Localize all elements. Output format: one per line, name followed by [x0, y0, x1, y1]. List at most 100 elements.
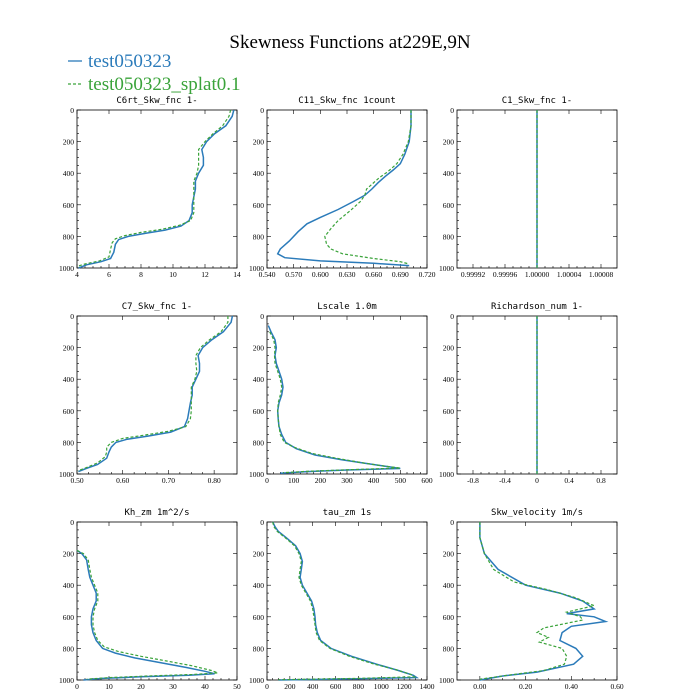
panel-title: Skw_velocity 1m/s	[491, 508, 583, 518]
series-line-test050323-splat0-1	[76, 109, 232, 267]
x-tick-label: 0.690	[392, 270, 409, 279]
x-tick-label: 0	[535, 476, 539, 485]
y-tick-label: 600	[253, 407, 265, 416]
y-tick-label: 1000	[439, 676, 454, 685]
figure-title: Skewness Functions at229E,9N	[229, 32, 470, 53]
y-tick-label: 800	[63, 438, 75, 447]
y-tick-label: 200	[253, 344, 265, 353]
x-tick-label: 10	[105, 682, 113, 691]
y-tick-label: 600	[253, 201, 265, 210]
y-tick-label: 400	[253, 169, 265, 178]
panel-title: Kh_zm 1m^2/s	[124, 508, 189, 518]
x-tick-label: 6	[107, 270, 111, 279]
y-tick-label: 400	[63, 581, 75, 590]
y-tick-label: 800	[253, 232, 265, 241]
series-line-test050323-splat0-1	[324, 110, 412, 265]
panel-grid: C6rt_Skw_fnc 1-4 6 8 10 12 140200400600800100…	[59, 96, 624, 691]
panel-title: C1_Skw_fnc 1-	[502, 96, 572, 106]
x-tick-label: 4	[75, 270, 79, 279]
y-tick-label: 800	[253, 644, 265, 653]
x-tick-label: 800	[353, 682, 365, 691]
y-tick-label: 1000	[249, 676, 264, 685]
x-tick-label: 0.600	[312, 270, 329, 279]
y-tick-label: 200	[63, 344, 75, 353]
series-line-test050323	[272, 521, 420, 681]
series-line-test050323	[276, 110, 412, 267]
y-tick-label: 1000	[59, 676, 74, 685]
x-tick-label: 0.70	[162, 476, 175, 485]
x-tick-label: -0.4	[499, 476, 511, 485]
panel-2: C11_Skw_fnc 1count 0.540 0.570 0.600 0.630 0.…	[249, 96, 436, 279]
x-tick-label: 20	[137, 682, 145, 691]
y-tick-label: 0	[70, 312, 74, 321]
plot-frame	[76, 521, 238, 681]
x-tick-label: 30	[169, 682, 177, 691]
series-line-test050323	[267, 325, 401, 474]
y-tick-label: 1000	[59, 470, 74, 479]
x-tick-label: 40	[201, 682, 209, 691]
y-tick-label: 400	[443, 581, 455, 590]
legend-label-2: test050323_splat0.1	[88, 74, 241, 95]
panel-title: tau_zm 1s	[323, 508, 372, 518]
series-line-test050323	[479, 522, 609, 681]
y-tick-label: 800	[63, 644, 75, 653]
panel-title: C11_Skw_fnc 1count	[298, 96, 396, 106]
y-tick-label: 800	[443, 232, 455, 241]
y-tick-label: 0	[260, 312, 264, 321]
x-tick-label: -0.8	[467, 476, 479, 485]
y-tick-label: 1000	[439, 264, 454, 273]
x-tick-label: 0.20	[519, 682, 532, 691]
plot-frame	[266, 521, 428, 681]
x-tick-label: 500	[395, 476, 407, 485]
x-tick-label: 1.00004	[557, 270, 582, 279]
y-tick-label: 400	[253, 581, 265, 590]
y-tick-label: 200	[63, 550, 75, 559]
y-tick-label: 200	[443, 138, 455, 147]
series-line-test050323-splat0-1	[479, 522, 597, 680]
y-tick-label: 800	[443, 438, 455, 447]
x-tick-label: 0.80	[208, 476, 221, 485]
x-tick-label: 0.60	[610, 682, 623, 691]
legend-label-1: test050323	[88, 51, 171, 72]
x-tick-label: 1200	[397, 682, 412, 691]
x-tick-label: 200	[315, 476, 327, 485]
plot-frame	[456, 521, 618, 681]
series-line-test050323-splat0-1	[76, 549, 219, 680]
y-tick-label: 200	[63, 138, 75, 147]
legend: test050323 test050323_splat0.1	[68, 51, 241, 95]
y-tick-label: 600	[443, 201, 455, 210]
y-tick-label: 0	[260, 518, 264, 527]
y-tick-label: 600	[63, 201, 75, 210]
y-tick-label: 1000	[249, 470, 264, 479]
y-tick-label: 1000	[249, 264, 264, 273]
series-line-test050323-splat0-1	[77, 316, 229, 472]
y-tick-label: 400	[63, 375, 75, 384]
y-tick-label: 0	[70, 518, 74, 527]
panel-title: Richardson_num 1-	[491, 302, 583, 312]
x-tick-label: 0.570	[285, 270, 302, 279]
y-tick-label: 600	[443, 613, 455, 622]
panel-9: Skw_velocity 1m/s 0.00 0.20 0.40 0.60 0 200 400…	[439, 508, 624, 691]
y-tick-label: 400	[253, 375, 265, 384]
y-tick-label: 0	[450, 106, 454, 115]
x-tick-label: 0.4	[564, 476, 574, 485]
series-line-test050323-splat0-1	[272, 521, 417, 681]
x-tick-label: 12	[201, 270, 209, 279]
plot-frame	[266, 109, 428, 269]
panel-title: C7_Skw_fnc 1-	[122, 302, 192, 312]
series-line-test050323-splat0-1	[269, 331, 401, 474]
x-tick-label: 0.50	[70, 476, 83, 485]
x-tick-label: 600	[421, 476, 433, 485]
y-tick-label: 800	[63, 232, 75, 241]
y-tick-label: 400	[443, 375, 455, 384]
series-line-test050323	[78, 315, 234, 473]
series-line-test050323	[76, 549, 215, 681]
x-tick-label: 0.630	[339, 270, 356, 279]
y-tick-label: 600	[63, 613, 75, 622]
x-tick-label: 0.8	[596, 476, 606, 485]
x-tick-label: 0	[265, 476, 269, 485]
y-tick-label: 600	[253, 613, 265, 622]
panel-8: tau_zm 1s 0 200 400 600 800 1000 1200 1400 0 200 40…	[249, 508, 435, 691]
panel-4: C7_Skw_fnc 1- 0.50 0.60 0.70 0.80 0 200 400 600 8…	[59, 302, 238, 485]
